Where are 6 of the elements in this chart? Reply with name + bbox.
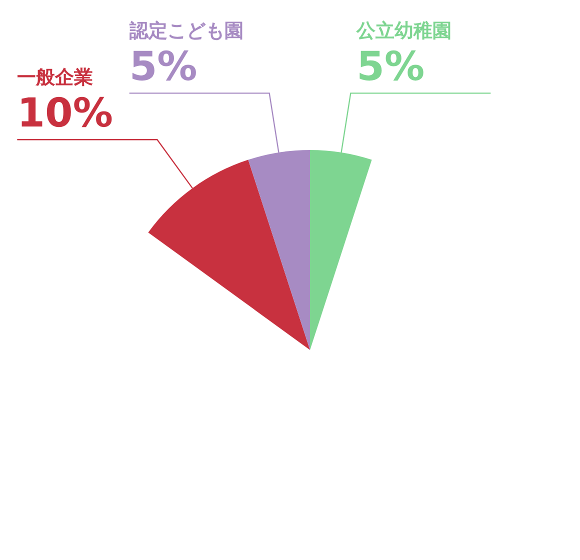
- slice-label: 一般企業: [17, 66, 94, 89]
- slice-label: 公立幼稚園: [356, 20, 452, 42]
- data-label: 5%: [129, 44, 198, 90]
- data-label: 5%: [356, 44, 425, 90]
- slice-label: 認定こども園: [128, 20, 244, 42]
- data-label: 10%: [17, 90, 113, 137]
